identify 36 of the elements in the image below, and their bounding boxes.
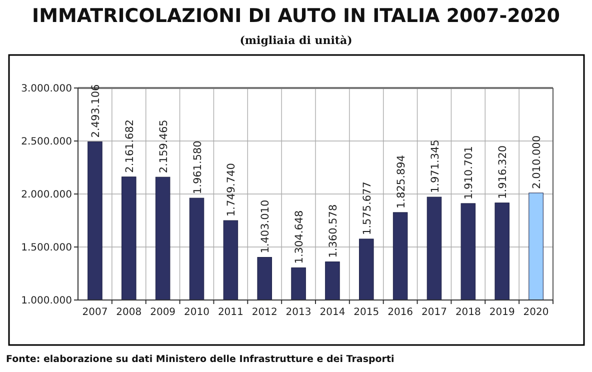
- y-tick-label: 1.000.000: [21, 296, 72, 306]
- data-label: 1.403.010: [260, 200, 272, 254]
- data-label: 2.493.106: [90, 84, 102, 138]
- x-tick-label: 2019: [489, 307, 515, 318]
- x-tick-label: 2009: [150, 307, 176, 318]
- x-tick-label: 2013: [286, 307, 312, 318]
- y-tick-label: 2.500.000: [21, 136, 72, 148]
- data-label: 1.961.580: [192, 140, 204, 194]
- x-tick-label: 2012: [252, 307, 278, 318]
- data-label: 1.360.578: [327, 204, 340, 258]
- x-tick-label: 2015: [354, 307, 380, 318]
- data-label: 2.159.465: [158, 120, 170, 174]
- chart-subtitle: (migliaia di unità): [240, 34, 352, 47]
- x-tick-label: 2011: [218, 307, 244, 318]
- data-label: 2.161.682: [124, 119, 136, 173]
- data-label: 1.825.894: [395, 154, 408, 208]
- x-tick-label: 2020: [523, 307, 549, 318]
- data-label: 1.910.701: [463, 146, 476, 200]
- x-tick-label: 2017: [422, 307, 447, 318]
- data-label: 2.010.000: [531, 135, 544, 189]
- x-tick-label: 2016: [388, 307, 414, 318]
- x-tick-label: 2014: [320, 307, 346, 318]
- source-note: Fonte: elaborazione su dati Ministero delle Infrastrutture e dei Trasporti: [6, 354, 394, 365]
- y-tick-label: 3.000.000: [21, 84, 72, 94]
- x-tick-label: 2007: [82, 307, 108, 318]
- data-label: 1.971.345: [429, 140, 442, 194]
- x-tick-label: 2008: [116, 307, 142, 318]
- data-label: 1.304.648: [294, 210, 306, 264]
- x-tick-label: 2010: [184, 307, 210, 318]
- y-tick-label: 2.000.000: [21, 190, 72, 200]
- data-label: 1.575.677: [361, 182, 374, 235]
- x-tick-label: 2018: [455, 307, 481, 318]
- data-label: 1.916.320: [497, 145, 510, 199]
- data-label: 1.749.740: [226, 163, 238, 217]
- chart-title: IMMATRICOLAZIONI DI AUTO IN ITALIA 2007-2020: [32, 5, 560, 27]
- y-tick-label: 1.500.000: [21, 242, 72, 254]
